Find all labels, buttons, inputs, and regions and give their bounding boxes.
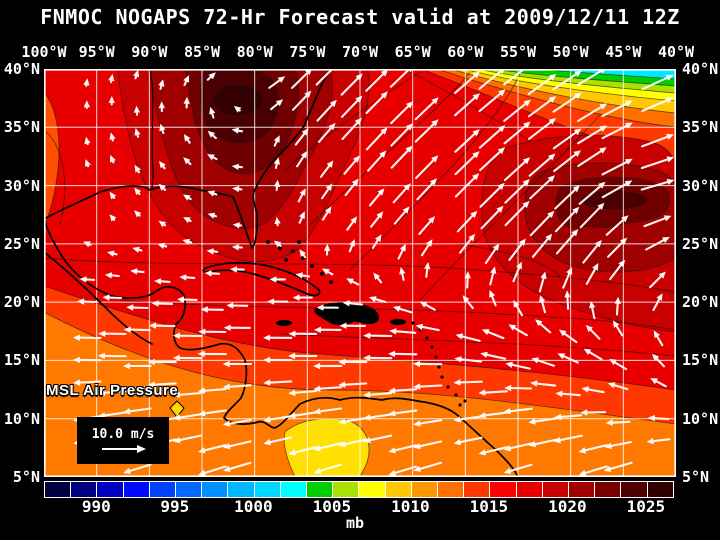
lon-label: 50°W [552,43,589,61]
colorbar-tick-label: 1020 [548,497,587,516]
lon-label: 75°W [289,43,326,61]
lat-label-left: 15°N [3,351,40,370]
lat-label-right: 25°N [682,234,719,253]
field-label: MSL Air Pressure [46,382,179,399]
wind-reference-legend: 10.0 m/s [77,417,169,464]
colorbar-segment [359,482,386,497]
lon-label: 45°W [605,43,642,61]
lon-label: 95°W [78,43,115,61]
lat-label-right: 5°N [682,467,710,486]
colorbar-tick-label: 1015 [469,497,509,516]
lat-label-left: 10°N [3,409,40,428]
colorbar-segment [123,482,150,497]
map-border [43,69,677,477]
colorbar-tick-label: 1010 [391,497,430,516]
lon-label: 60°W [447,43,484,61]
colorbar-segment [333,482,360,497]
colorbar-segment [490,482,517,497]
lon-label: 65°W [394,43,431,61]
pressure-map-canvas [43,63,677,478]
colorbar-segment [307,482,334,497]
colorbar-tick-label: 990 [81,497,111,516]
colorbar-segment [97,482,124,497]
wind-vectors [72,63,675,477]
colorbar-segment [280,482,308,497]
lat-label-right: 20°N [682,293,719,312]
colorbar-segment [45,482,72,497]
lon-label: 40°W [657,43,695,61]
colorbar-segment [542,482,570,497]
colorbar-segment [647,482,673,497]
lon-label: 85°W [183,43,221,61]
colorbar-segment [202,482,229,497]
colorbar-segment [621,482,648,497]
lat-label-left: 5°N [12,467,40,486]
colorbar-segment [149,482,177,497]
lat-label-left: 35°N [3,118,40,137]
wind-reference-value: 10.0 m/s [91,426,155,442]
colorbar-unit: mb [346,514,365,532]
colorbar-segment [254,482,281,497]
isobar-contour-lines [43,71,677,357]
lon-label: 90°W [131,43,168,61]
lon-label: 70°W [341,43,379,61]
page-title: FNMOC NOGAPS 72-Hr Forecast valid at 200… [40,5,680,29]
lat-label-right: 15°N [682,351,719,370]
lat-label-left: 25°N [3,234,40,253]
colorbar-segment [71,482,98,497]
colorbar-segment [228,482,255,497]
lat-label-right: 10°N [682,409,719,428]
colorbar-segment [411,482,439,497]
colorbar-segment [595,482,622,497]
pressure-colorbar [44,481,674,498]
colorbar-tick-label: 1025 [626,497,666,516]
colorbar-tick-label: 1005 [312,497,352,516]
lat-label-right: 35°N [682,118,719,137]
colorbar-segment [516,482,543,497]
wind-reference-arrow-icon [102,444,146,453]
colorbar-segment [438,482,465,497]
lat-label-left: 40°N [3,60,40,78]
lat-label-right: 30°N [682,176,719,195]
colorbar-segment [569,482,596,497]
colorbar-segment [176,482,203,497]
colorbar-segment [464,482,491,497]
lon-label: 100°W [21,43,67,61]
colorbar-tick-label: 995 [160,497,190,516]
lat-label-left: 30°N [3,176,40,195]
colorbar-tick-label: 1000 [234,497,273,516]
lon-label: 80°W [236,43,273,61]
pressure-map [43,63,677,478]
lat-label-right: 40°N [682,60,719,78]
lat-label-left: 20°N [3,293,40,312]
lon-label: 55°W [499,43,537,61]
colorbar-segment [385,482,412,497]
